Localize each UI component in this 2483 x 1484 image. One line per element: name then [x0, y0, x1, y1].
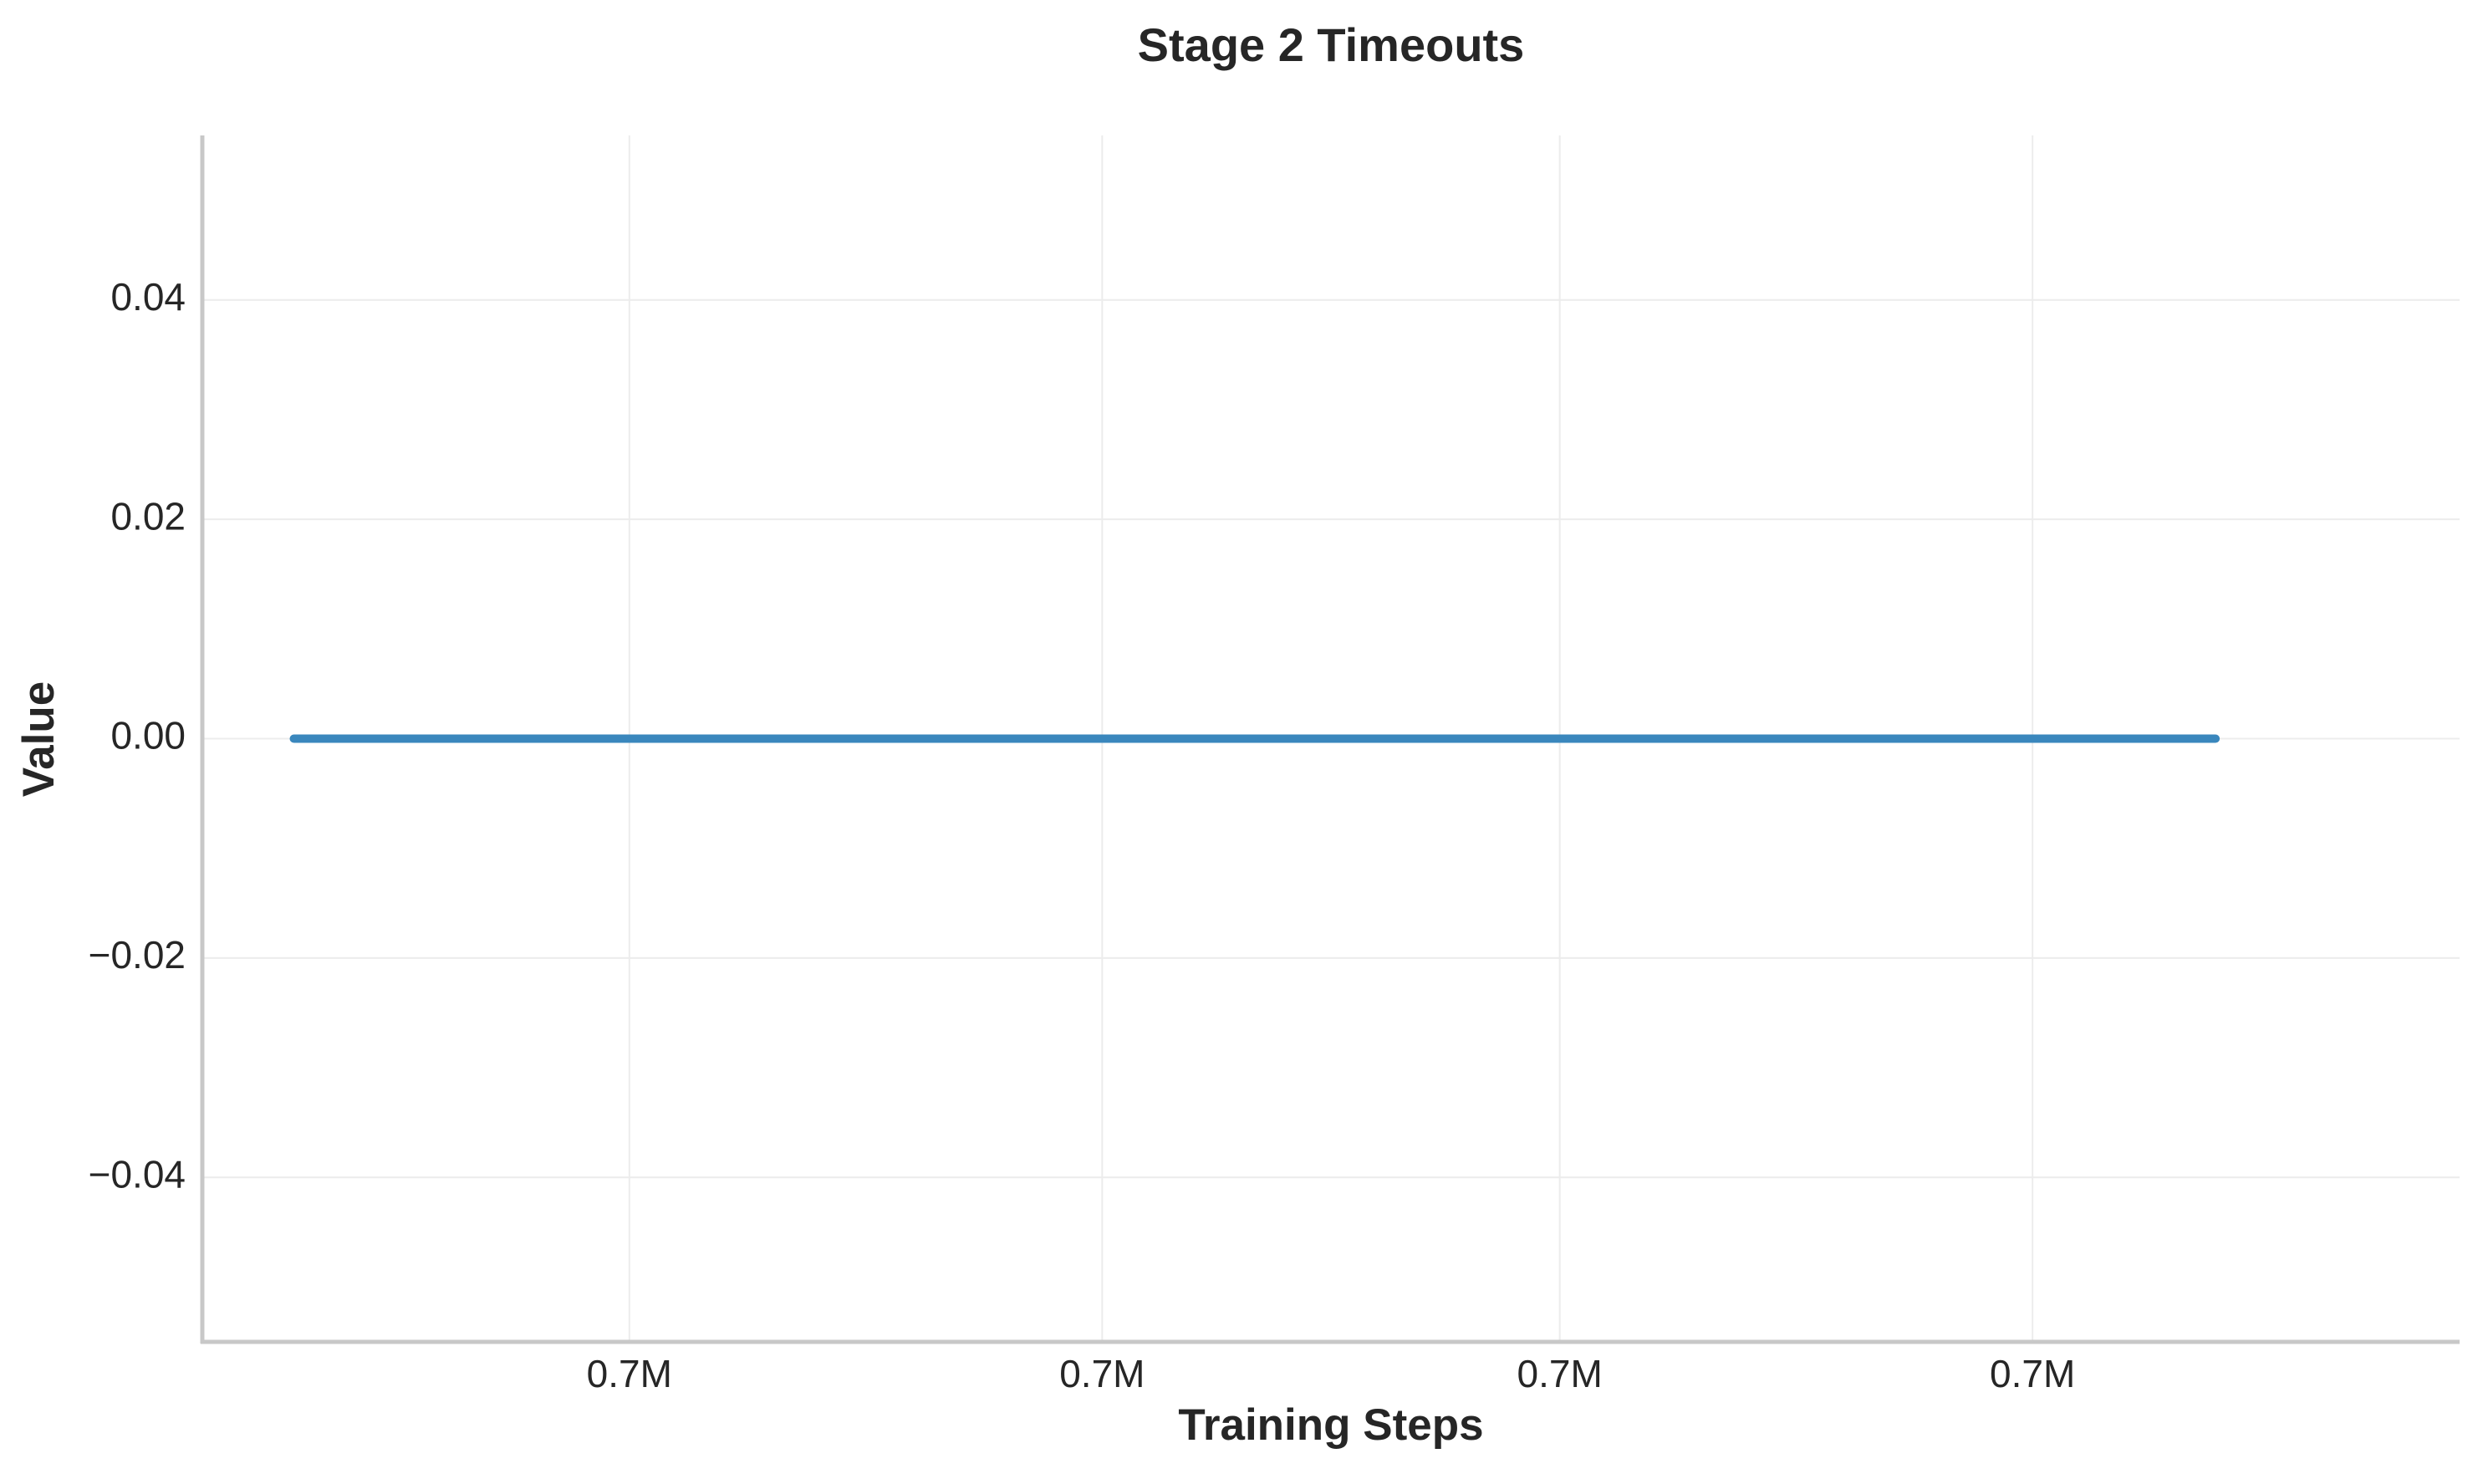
y-tick-label: 0.02 — [110, 494, 186, 538]
x-tick-label: 0.7M — [1990, 1352, 2075, 1395]
y-tick-label: 0.00 — [110, 714, 186, 757]
y-tick-label: −0.04 — [89, 1152, 186, 1196]
y-axis-label: Value — [14, 681, 64, 797]
x-axis-label: Training Steps — [1178, 1400, 1483, 1450]
tick-labels: 0.04 0.02 0.00 −0.02 −0.04 0.7M 0.7M 0.7M 0.7M — [89, 275, 2076, 1395]
y-tick-label: 0.04 — [110, 275, 186, 319]
axis-spines — [200, 135, 2460, 1344]
x-tick-label: 0.7M — [1059, 1352, 1145, 1395]
chart-title: Stage 2 Timeouts — [1138, 18, 1525, 71]
y-tick-label: −0.02 — [89, 933, 186, 977]
x-tick-label: 0.7M — [1517, 1352, 1603, 1395]
x-tick-label: 0.7M — [587, 1352, 672, 1395]
